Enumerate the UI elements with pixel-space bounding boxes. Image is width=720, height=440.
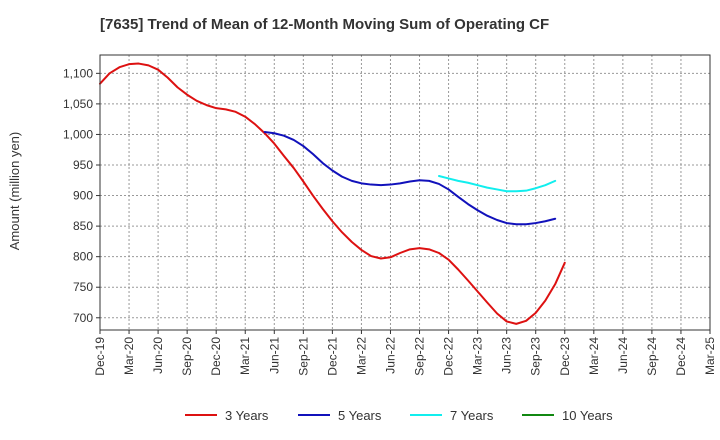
x-tick-label: Sep-23 [529,337,543,376]
x-tick-label: Jun-20 [151,337,165,374]
x-tick-label: Dec-24 [674,337,688,376]
x-tick-label: Mar-23 [471,337,485,375]
y-tick-label: 1,050 [63,97,93,111]
y-tick-label: 750 [73,280,93,294]
x-tick-label: Jun-24 [616,337,630,374]
x-tick-label: Mar-20 [122,337,136,375]
series-line-7-years [437,175,557,193]
series-line-5-years [263,131,557,226]
y-tick-label: 1,000 [63,127,93,141]
series-lines [99,62,566,325]
y-axis: 700 750 800 850 900 950 1,000 1,050 1,100 [63,66,100,325]
x-tick-label: Mar-24 [587,337,601,375]
plot-frame [99,54,711,331]
x-tick-label: Jun-23 [500,337,514,374]
y-tick-label: 850 [73,219,93,233]
legend-label-10-years: 10 Years [562,408,613,423]
x-tick-label: Dec-19 [93,337,107,376]
y-tick-label: 950 [73,158,93,172]
x-tick-label: Mar-25 [703,337,717,375]
y-tick-label: 1,100 [63,66,93,80]
x-tick-label: Sep-20 [180,337,194,376]
legend-label-5-years: 5 Years [338,408,382,423]
y-tick-label: 900 [73,189,93,203]
x-tick-label: Sep-21 [296,337,310,376]
y-axis-label: Amount (million yen) [7,132,22,251]
x-tick-label: Mar-21 [238,337,252,375]
x-axis: Dec-19 Mar-20 Jun-20 Sep-20 Dec-20 Mar-21 Jun-… [93,330,717,376]
x-tick-label: Dec-20 [209,337,223,376]
x-tick-label: Dec-21 [325,337,339,376]
x-tick-label: Jun-21 [267,337,281,374]
x-tick-label: Sep-22 [413,337,427,376]
x-tick-label: Dec-23 [558,337,572,376]
x-tick-label: Sep-24 [645,337,659,376]
x-tick-label: Mar-22 [354,337,368,375]
series-line-3-years [99,62,566,325]
legend: 3 Years 5 Years 7 Years 10 Years [185,408,613,423]
plot-area [100,55,710,330]
x-tick-label: Dec-22 [442,337,456,376]
legend-label-3-years: 3 Years [225,408,269,423]
y-tick-label: 800 [73,250,93,264]
legend-label-7-years: 7 Years [450,408,494,423]
grid [100,55,710,330]
chart-title: [7635] Trend of Mean of 12-Month Moving … [100,16,549,33]
x-tick-label: Jun-22 [383,337,397,374]
y-tick-label: 700 [73,311,93,325]
